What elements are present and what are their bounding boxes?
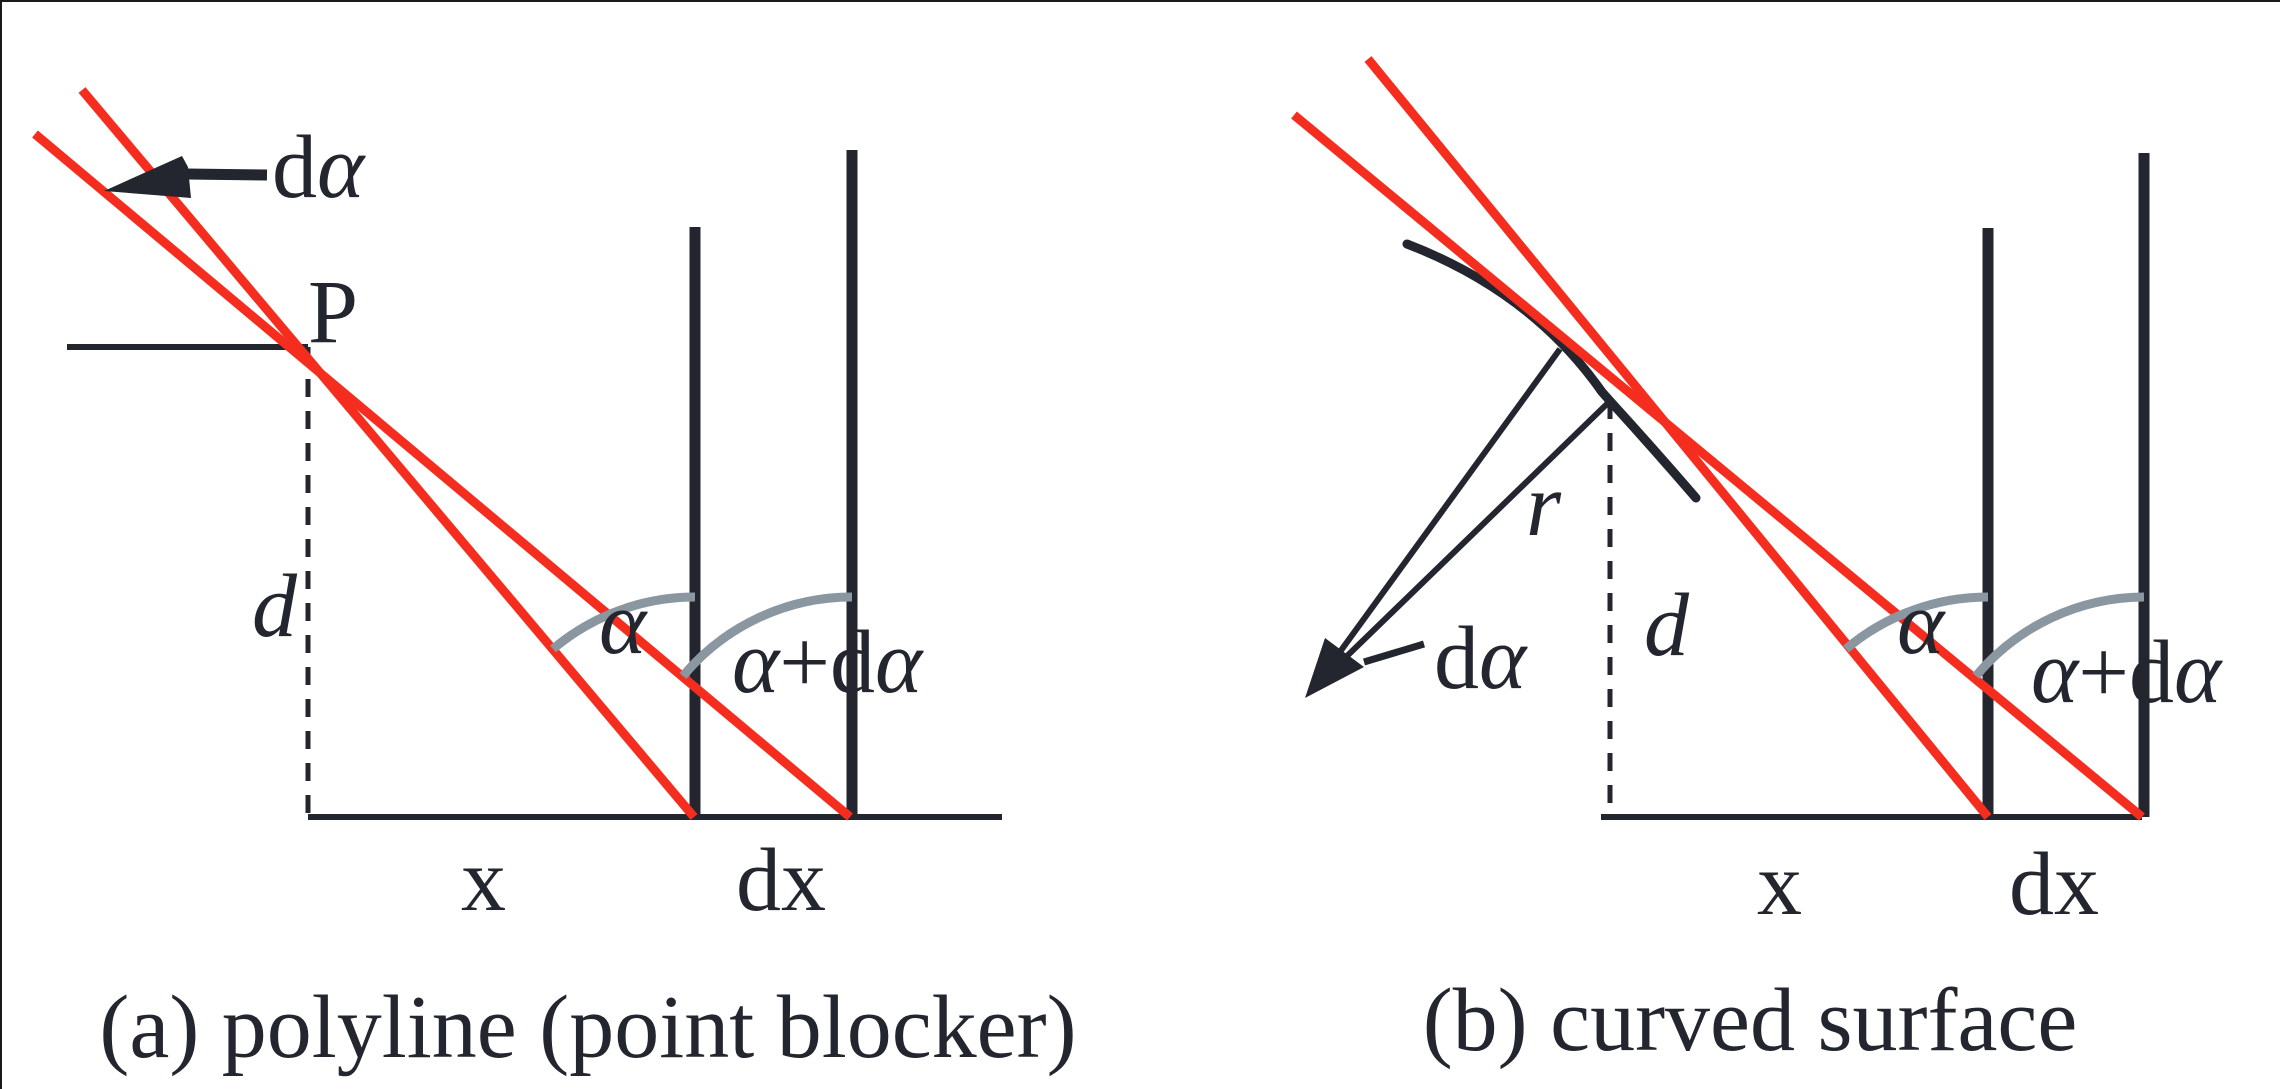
svg-text:α: α [599, 574, 648, 673]
svg-text:dx: dx [2009, 835, 2099, 934]
svg-text:(a) polyline (point blocker): (a) polyline (point blocker) [99, 978, 1076, 1077]
svg-text:d: d [1644, 576, 1690, 675]
svg-text:r: r [1526, 456, 1562, 555]
svg-text:dx: dx [736, 831, 826, 930]
svg-text:α+dα: α+dα [2031, 623, 2223, 722]
svg-text:d: d [252, 557, 298, 656]
svg-text:(b) curved surface: (b) curved surface [1423, 971, 2078, 1070]
svg-text:P: P [308, 263, 358, 362]
svg-text:x: x [1757, 835, 1802, 934]
svg-text:dα: dα [1434, 609, 1528, 708]
svg-text:dα: dα [272, 118, 366, 217]
svg-text:α: α [1897, 574, 1946, 673]
svg-text:α+dα: α+dα [732, 613, 924, 712]
svg-text:x: x [461, 831, 506, 930]
